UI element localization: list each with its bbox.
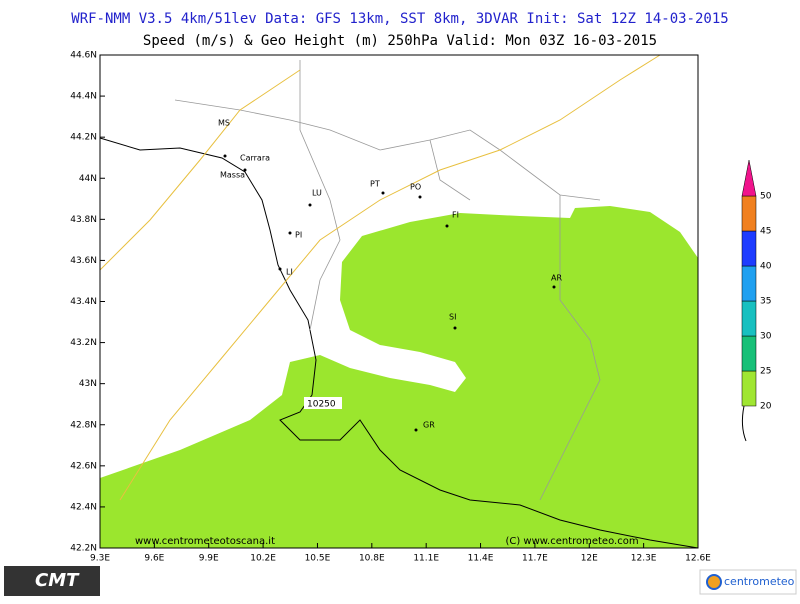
contour-label-box (304, 397, 342, 409)
x-tick-label: 9.3E (90, 554, 110, 564)
place-dot (453, 326, 457, 330)
y-tick-label: 42.4N (70, 502, 97, 512)
subtitle: Speed (m/s) & Geo Height (m) 250hPa Vali… (143, 33, 657, 49)
colorbar-tail (741, 405, 747, 442)
contour-label: 10250 (307, 400, 336, 410)
place-dot (414, 428, 418, 432)
y-tick-label: 44.4N (70, 92, 97, 102)
place-dot (278, 267, 282, 271)
y-tick-label: 44.2N (70, 133, 97, 143)
region-border (174, 60, 601, 501)
place-label: PO (410, 183, 421, 192)
colorbar-label: 45 (760, 227, 771, 237)
axes: 9.3E 9.6E 9.9E 10.2E 10.5E 10.8E 11.1E 11.4E 11.… (70, 51, 711, 564)
y-tick-label: 43N (79, 379, 97, 389)
colorbar-band (741, 300, 757, 337)
colorbar: 20 25 30 35 40 45 50 (741, 159, 772, 442)
colorbar-label: 30 (760, 332, 772, 342)
place-dot (288, 231, 292, 235)
logo-left-box (4, 566, 100, 596)
colorbar-label: 25 (760, 367, 771, 377)
title: WRF-NMM V3.5 4km/51lev Data: GFS 13km, S… (71, 11, 728, 27)
place-dot (243, 168, 247, 172)
credit: www.centrometeotoscana.it (135, 536, 275, 547)
colorbar-band (741, 335, 757, 372)
colorbar-label: 40 (760, 262, 772, 272)
x-tick-label: 12.6E (685, 554, 711, 564)
x-tick-label: 10.5E (305, 554, 331, 564)
y-tick-label: 43.8N (70, 215, 97, 225)
colorbar-band (741, 370, 757, 407)
colorbar-band (741, 195, 757, 232)
footer: CMT centrometeo (4, 566, 797, 596)
colorbar-band (741, 265, 757, 302)
place-label: Carrara (240, 154, 270, 163)
x-tick-label: 11.7E (522, 554, 548, 564)
geo-height-contour (99, 54, 661, 501)
place-dot (552, 285, 556, 289)
credit: (C) www.centrometeo.com (505, 536, 638, 547)
x-tick-label: 9.6E (144, 554, 164, 564)
place-label: FI (452, 211, 459, 220)
place-label: AR (551, 274, 562, 283)
y-tick-label: 43.4N (70, 297, 97, 307)
colorbar-label: 35 (760, 297, 771, 307)
y-tick-label: 44N (79, 174, 97, 184)
colorbar-label: 20 (760, 402, 772, 412)
x-tick-label: 12.3E (631, 554, 657, 564)
place-dot (308, 203, 312, 207)
x-tick-label: 10.2E (250, 554, 276, 564)
logo-icon (706, 574, 722, 590)
y-tick-label: 42.6N (70, 461, 97, 471)
x-tick-label: 11.4E (468, 554, 494, 564)
y-tick-label: 42.8N (70, 420, 97, 430)
coastline (99, 137, 699, 549)
place-label: SI (449, 313, 456, 322)
place-label: PI (295, 231, 302, 240)
place-dot (223, 154, 227, 158)
place-dot (381, 191, 385, 195)
x-tick-label: 10.8E (359, 554, 385, 564)
y-tick-label: 43.6N (70, 256, 97, 266)
logo-left: CMT (35, 570, 80, 591)
place-dot (445, 224, 449, 228)
place-dot (418, 195, 422, 199)
colorbar-band (741, 230, 757, 267)
place-label: LU (312, 189, 322, 198)
y-tick-label: 42.2N (70, 544, 97, 554)
x-tick-label: 12E (581, 554, 598, 564)
wind-area (100, 206, 698, 548)
place-label: PT (370, 180, 380, 189)
places: MS Carrara Massa LU PT PO FI PI LI AR SI… (135, 119, 639, 548)
logo-right: centrometeo (724, 575, 795, 588)
place-label: Massa (220, 171, 245, 180)
place-label: GR (423, 421, 435, 430)
logo-right-box (699, 569, 797, 595)
y-tick-label: 43.2N (70, 338, 97, 348)
y-tick-label: 44.6N (70, 51, 97, 61)
x-tick-label: 9.9E (199, 554, 219, 564)
colorbar-label: 50 (760, 192, 772, 202)
place-label: LI (286, 268, 293, 277)
x-tick-label: 11.1E (413, 554, 439, 564)
place-label: MS (218, 119, 230, 128)
map-area (99, 54, 699, 549)
colorbar-extension (741, 159, 757, 197)
